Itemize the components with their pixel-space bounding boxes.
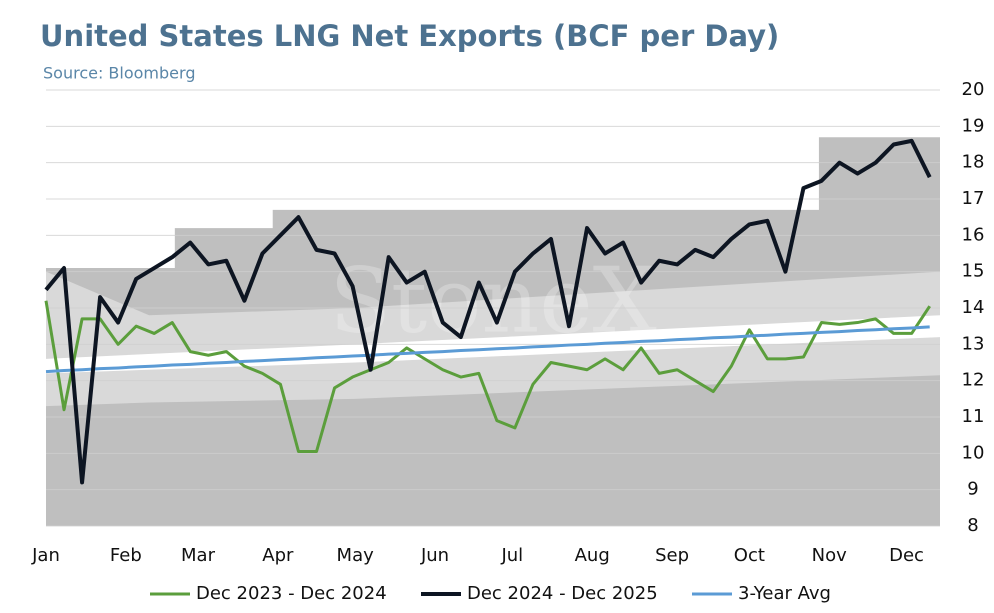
series-line <box>44 300 931 454</box>
y-tick-label: 10 <box>962 442 985 463</box>
y-tick-label: 18 <box>962 152 985 173</box>
x-tick-label: Jun <box>420 545 449 566</box>
x-tick-label: Sep <box>655 545 689 566</box>
legend-label: 3-Year Avg <box>738 583 831 604</box>
x-tick-label: May <box>337 545 375 566</box>
y-tick-label: 14 <box>962 297 985 318</box>
x-tick-label: Oct <box>734 545 765 566</box>
y-tick-label: 9 <box>967 479 978 500</box>
y-tick-label: 17 <box>962 188 985 209</box>
y-tick-label: 12 <box>962 370 985 391</box>
x-tick-label: Apr <box>262 545 294 566</box>
y-tick-label: 15 <box>962 261 985 282</box>
y-tick-label: 13 <box>962 333 985 354</box>
y-tick-label: 11 <box>962 406 985 427</box>
x-tick-label: Jan <box>31 545 60 566</box>
y-tick-label: 8 <box>967 515 978 536</box>
series-line <box>45 325 930 374</box>
chart-title: United States LNG Net Exports (BCF per D… <box>40 19 779 53</box>
x-tick-label: Feb <box>110 545 142 566</box>
chart-subtitle: Source: Bloomberg <box>43 64 195 83</box>
y-tick-label: 19 <box>962 115 985 136</box>
y-tick-label: 16 <box>962 224 985 245</box>
x-tick-label: Jul <box>500 545 523 566</box>
x-tick-label: Nov <box>812 545 847 566</box>
legend-label: Dec 2024 - Dec 2025 <box>467 583 658 604</box>
x-tick-label: Dec <box>889 545 924 566</box>
x-tick-label: Aug <box>575 545 610 566</box>
y-tick-label: 20 <box>962 79 985 100</box>
watermark: StoneX <box>329 248 656 353</box>
x-tick-label: Mar <box>181 545 216 566</box>
series-line <box>44 138 932 485</box>
legend-label: Dec 2023 - Dec 2024 <box>196 583 387 604</box>
